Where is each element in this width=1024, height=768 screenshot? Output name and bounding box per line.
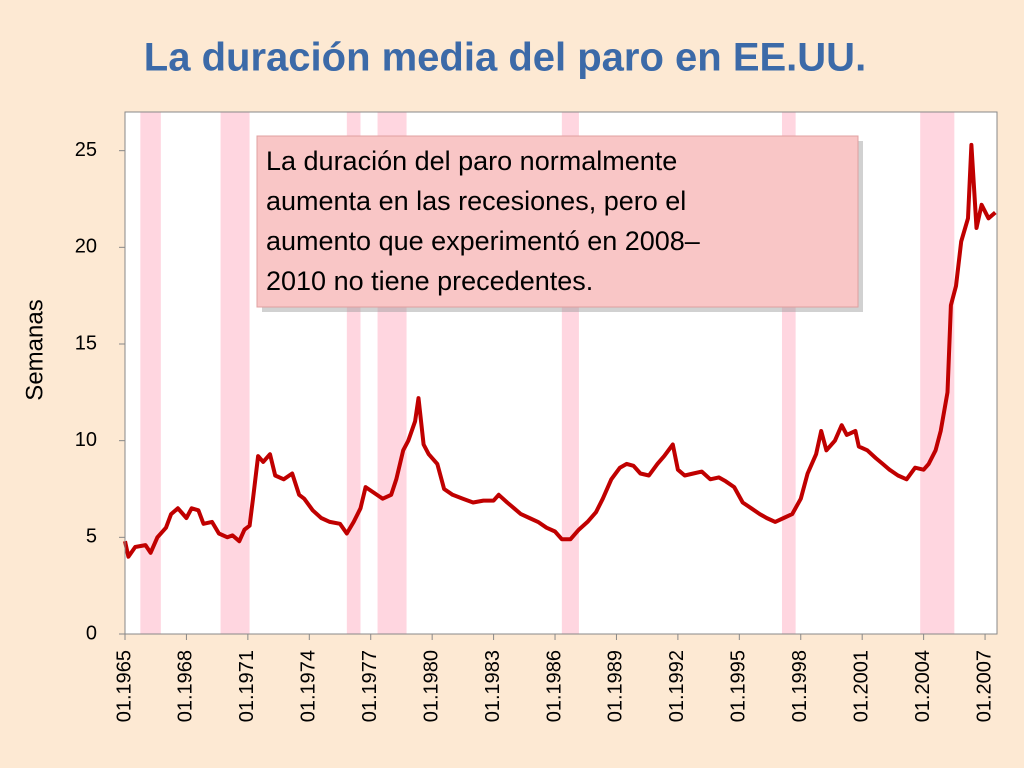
y-tick-label: 25 <box>75 139 97 161</box>
x-tick-label: 01.1986 <box>543 650 565 722</box>
x-tick-label: 01.2004 <box>912 650 934 722</box>
x-tick-label: 01.2007 <box>973 650 995 722</box>
x-tick-label: 01.1995 <box>728 650 750 722</box>
x-tick-label: 01.1971 <box>236 650 258 722</box>
x-tick-label: 01.1968 <box>175 650 197 722</box>
line-layer <box>123 142 997 559</box>
annotation-box <box>256 135 859 308</box>
chart-title: La duración media del paro en EE.UU. <box>144 36 866 80</box>
annotation: La duración del paro normalmente aumenta … <box>266 146 700 296</box>
annotation-line: aumenta en las recesiones, pero el <box>266 186 686 216</box>
annotation-line: aumento que experimentó en 2008– <box>266 226 700 256</box>
y-tick-label: 5 <box>86 526 97 548</box>
x-tick-label: 01.1974 <box>298 650 320 722</box>
recession-band <box>220 112 250 634</box>
plot-border <box>124 111 998 635</box>
axis-layer: 0 5 10 15 20 25 01.1965 01.1968 01.1971 01.1974 01… <box>75 112 997 722</box>
x-tick-label: 01.1983 <box>482 650 504 722</box>
data-line <box>123 142 997 559</box>
annotation-line: 2010 no tiene precedentes. <box>266 266 593 296</box>
x-tick-label: 01.1980 <box>420 650 442 722</box>
y-axis-label: Semanas <box>21 299 48 400</box>
recession-band <box>140 112 161 634</box>
y-tick-label: 0 <box>86 622 97 644</box>
x-tick-label: 01.1965 <box>113 650 135 722</box>
x-tick-label: 01.1977 <box>359 650 381 722</box>
y-tick-label: 20 <box>75 236 97 258</box>
annotation-line: La duración del paro normalmente <box>266 146 677 176</box>
x-tick-label: 01.2001 <box>850 650 872 722</box>
y-tick-label: 10 <box>75 429 97 451</box>
y-tick-label: 15 <box>75 332 97 354</box>
x-tick-label: 01.1992 <box>666 650 688 722</box>
x-tick-label: 01.1998 <box>789 650 811 722</box>
x-tick-label: 01.1989 <box>605 650 627 722</box>
